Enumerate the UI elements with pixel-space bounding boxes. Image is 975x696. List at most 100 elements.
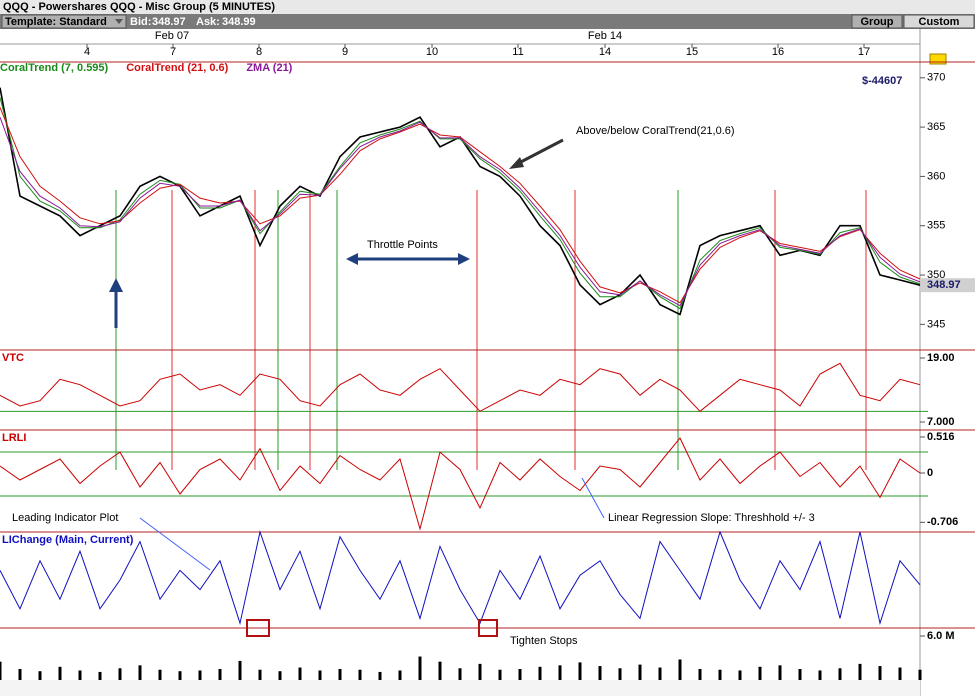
volume-bar — [918, 669, 922, 680]
y-tick-label: 365 — [927, 121, 945, 133]
y-tick-label: 0.516 — [927, 431, 955, 443]
annotation: Leading Indicator Plot — [12, 512, 118, 524]
annotation-line — [581, 477, 605, 519]
volume-bar — [238, 660, 242, 680]
legend-entry: ZMA (21) — [246, 62, 292, 74]
signal-strip — [0, 680, 920, 696]
volume-bar — [58, 666, 62, 680]
volume-bar — [0, 661, 2, 680]
volume-bar — [258, 669, 262, 680]
group-button[interactable] — [851, 14, 903, 29]
volume-bar — [158, 669, 162, 680]
indicator-line — [0, 437, 921, 531]
y-tick-label: 370 — [927, 72, 945, 84]
x-tick-label: 14 — [599, 46, 611, 58]
volume-bar — [338, 668, 342, 680]
volume-bar — [618, 668, 622, 680]
volume-bar — [358, 669, 362, 680]
legend-entry: CoralTrend (7, 0.595) — [0, 62, 109, 74]
annotation: Above/below CoralTrend(21,0.6) — [576, 125, 735, 137]
volume-bar — [798, 668, 802, 680]
right-axis — [920, 29, 975, 696]
volume-bar — [818, 670, 822, 680]
volume-bar — [838, 668, 842, 680]
month-label: Feb 07 — [155, 30, 189, 42]
y-tick-label: 19.00 — [927, 352, 955, 364]
custom-button-label[interactable]: Custom — [919, 16, 960, 28]
volume-bar — [98, 671, 102, 680]
y-tick-label: 360 — [927, 170, 945, 182]
volume-bar — [698, 668, 702, 680]
month-label: Feb 14 — [588, 30, 622, 42]
panel-title: LRLI — [2, 432, 26, 444]
template-select[interactable] — [1, 14, 127, 29]
volume-bar — [758, 666, 762, 680]
custom-button[interactable] — [903, 14, 975, 29]
dropdown-arrow — [115, 19, 123, 24]
volume-bar — [78, 670, 82, 680]
volume-bar — [118, 668, 122, 680]
volume-bar — [318, 670, 322, 680]
volume-bar — [298, 667, 302, 680]
y-tick-label: 350 — [927, 269, 945, 281]
x-tick-label: 10 — [426, 46, 438, 58]
volume-bar — [198, 670, 202, 680]
volume-bar — [658, 667, 662, 680]
last-price-box — [921, 278, 975, 293]
volume-bar — [778, 665, 782, 680]
legend-entry: CoralTrend (21, 0.6) — [126, 62, 228, 74]
volume-bar — [478, 663, 482, 680]
y-tick-label: 345 — [927, 318, 945, 330]
volume-bar — [378, 671, 382, 680]
ask-value: 348.99 — [222, 16, 256, 28]
y-tick-label: 7.000 — [927, 416, 955, 428]
x-tick-label: 11 — [512, 46, 523, 58]
annotation-arrow — [514, 138, 564, 167]
annotation: Tighten Stops — [510, 635, 578, 647]
indicator-line — [0, 530, 921, 626]
volume-bar — [138, 665, 142, 680]
panel-title: LIChange (Main, Current) — [2, 534, 134, 546]
highlight-box — [478, 619, 498, 637]
volume-bar — [218, 668, 222, 680]
volume-bar — [38, 671, 42, 680]
tag-icon — [929, 53, 947, 65]
highlight-box — [246, 619, 270, 637]
annotation: Linear Regression Slope: Threshhold +/- … — [608, 512, 815, 524]
volume-bar — [518, 668, 522, 680]
title-bar — [0, 0, 975, 14]
last-price: 348.97 — [927, 279, 961, 291]
x-tick-label: 9 — [342, 46, 348, 58]
profit-label: $-44607 — [862, 75, 902, 87]
x-tick-label: 8 — [256, 46, 262, 58]
volume-bar — [558, 665, 562, 680]
arrow-head — [109, 278, 123, 292]
price-line — [0, 107, 921, 304]
panel-title: VTC — [2, 352, 24, 364]
bid-value: 348.97 — [152, 16, 186, 28]
x-tick-label: 17 — [858, 46, 870, 58]
plot: 4 7 8 9 10 11 14 15 16 17 Feb 07 Feb 14 345 350 355 360… — [0, 30, 975, 680]
toolbar — [0, 14, 975, 29]
price-line — [0, 97, 921, 310]
volume-bar — [438, 661, 442, 680]
volume-bar — [498, 669, 502, 680]
group-button-label[interactable]: Group — [861, 16, 894, 28]
volume-bar — [878, 666, 882, 680]
template-label[interactable]: Template: Standard — [5, 16, 107, 28]
y-tick-label: -0.706 — [927, 516, 958, 528]
volume-bar — [18, 668, 22, 680]
volume-bar — [418, 656, 422, 680]
x-tick-label: 4 — [84, 46, 90, 58]
window-title: QQQ - Powershares QQQ - Misc Group (5 MI… — [3, 1, 275, 13]
y-tick-label: 6.0 M — [927, 630, 955, 642]
volume-bar — [738, 670, 742, 680]
ask-label: Ask: — [196, 16, 220, 28]
indicator-line — [0, 362, 921, 412]
volume-bar — [858, 663, 862, 680]
annotation-line — [139, 517, 211, 571]
price-line — [0, 117, 921, 307]
x-tick-label: 15 — [686, 46, 698, 58]
y-tick-label: 355 — [927, 220, 945, 232]
volume-bar — [898, 667, 902, 680]
